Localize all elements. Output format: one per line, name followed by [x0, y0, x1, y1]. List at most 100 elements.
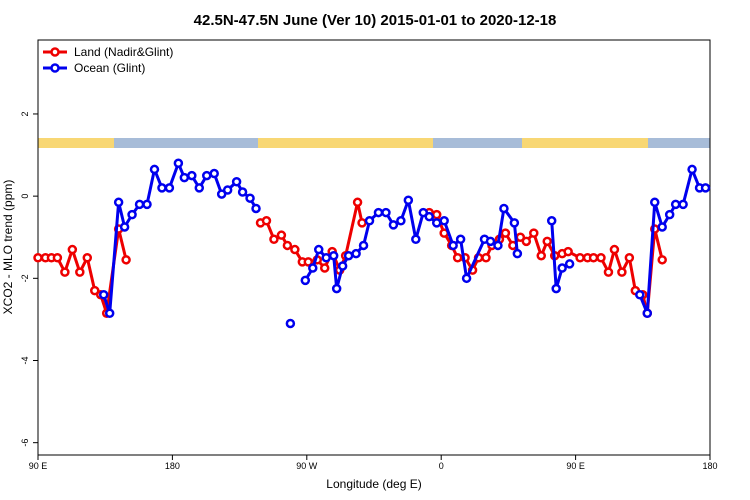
data-point	[276, 230, 287, 240]
land-strip	[522, 138, 648, 148]
data-point	[303, 257, 314, 267]
data-point	[617, 267, 627, 277]
data-point	[373, 207, 384, 218]
data-point	[687, 164, 697, 175]
data-point	[52, 253, 63, 263]
data-point	[216, 189, 227, 199]
data-point	[564, 259, 575, 269]
y-tick-label: -2	[20, 274, 30, 282]
data-point	[187, 170, 197, 181]
x-tick-label: 90 W	[296, 461, 318, 471]
data-point	[557, 263, 567, 273]
data-point	[282, 240, 293, 251]
data-point	[512, 248, 523, 259]
data-point	[431, 218, 442, 228]
data-point	[164, 183, 175, 193]
data-point	[563, 246, 573, 257]
data-point	[536, 250, 547, 261]
data-point	[75, 267, 85, 277]
data-point	[352, 197, 363, 208]
data-point	[485, 236, 496, 247]
data-point	[357, 218, 367, 228]
data-point	[104, 308, 115, 318]
y-tick-label: -4	[20, 356, 30, 364]
data-point	[364, 216, 375, 226]
chart-title: 42.5N-47.5N June (Ver 10) 2015-01-01 to …	[194, 12, 557, 29]
ocean-strip	[648, 138, 710, 148]
data-point	[157, 183, 167, 193]
legend-label: Land (Nadir&Glint)	[74, 45, 173, 59]
data-point	[521, 236, 532, 247]
data-point	[142, 199, 152, 210]
data-point	[411, 234, 421, 245]
data-point	[448, 240, 458, 251]
x-tick-label: 90 E	[566, 461, 585, 471]
data-point	[678, 199, 688, 210]
data-point	[542, 236, 552, 247]
data-point	[396, 216, 406, 226]
data-point	[609, 244, 620, 255]
data-point	[300, 275, 311, 286]
data-point	[700, 183, 711, 193]
data-point	[313, 244, 324, 255]
data-point	[149, 164, 160, 175]
data-point	[455, 234, 466, 245]
data-point	[381, 207, 391, 218]
data-point	[418, 207, 429, 218]
data-point	[209, 168, 219, 179]
data-point	[237, 187, 248, 197]
data-point	[331, 283, 342, 294]
data-point	[261, 216, 272, 226]
data-point	[664, 209, 675, 220]
land-strip	[258, 138, 433, 148]
data-point	[431, 209, 442, 220]
data-point	[222, 185, 233, 195]
data-point	[358, 240, 369, 251]
data-point	[119, 222, 130, 232]
data-point	[33, 253, 43, 263]
data-point	[337, 261, 348, 271]
data-point	[231, 177, 242, 187]
data-point	[308, 263, 318, 273]
data-point	[67, 244, 78, 255]
data-point	[113, 197, 124, 208]
data-point	[321, 253, 331, 263]
legend-marker	[50, 63, 60, 73]
x-axis-label: Longitude (deg E)	[326, 477, 421, 491]
y-tick-label: 0	[20, 194, 30, 199]
x-tick-label: 180	[702, 461, 717, 471]
data-point	[328, 250, 339, 261]
data-point	[624, 253, 635, 263]
data-point	[575, 253, 585, 263]
data-point	[493, 240, 503, 251]
series-line	[102, 161, 706, 315]
data-point	[588, 253, 599, 263]
ocean-strip	[114, 138, 258, 148]
data-point	[121, 255, 131, 265]
data-point	[499, 203, 509, 214]
data-point	[194, 183, 205, 193]
x-tick-label: 180	[165, 461, 180, 471]
data-point	[500, 228, 511, 238]
data-point	[251, 203, 261, 214]
y-tick-label: 2	[20, 111, 30, 116]
legend-label: Ocean (Glint)	[74, 61, 145, 75]
data-point	[596, 253, 606, 263]
y-tick-label: -6	[20, 439, 30, 447]
surface-strip	[38, 138, 710, 148]
data-point	[670, 199, 681, 210]
ocean-strip	[433, 138, 522, 148]
data-point	[546, 216, 557, 226]
data-point	[179, 172, 190, 183]
data-point	[351, 248, 361, 259]
legend-marker	[50, 47, 60, 57]
data-point	[60, 267, 70, 277]
x-tick-label: 0	[439, 461, 444, 471]
land-strip	[38, 138, 114, 148]
x-tick-label: 90 E	[29, 461, 48, 471]
data-point	[343, 250, 354, 261]
data-point	[319, 263, 330, 273]
data-point	[403, 195, 414, 205]
data-point	[509, 218, 520, 228]
data-point	[481, 253, 491, 263]
